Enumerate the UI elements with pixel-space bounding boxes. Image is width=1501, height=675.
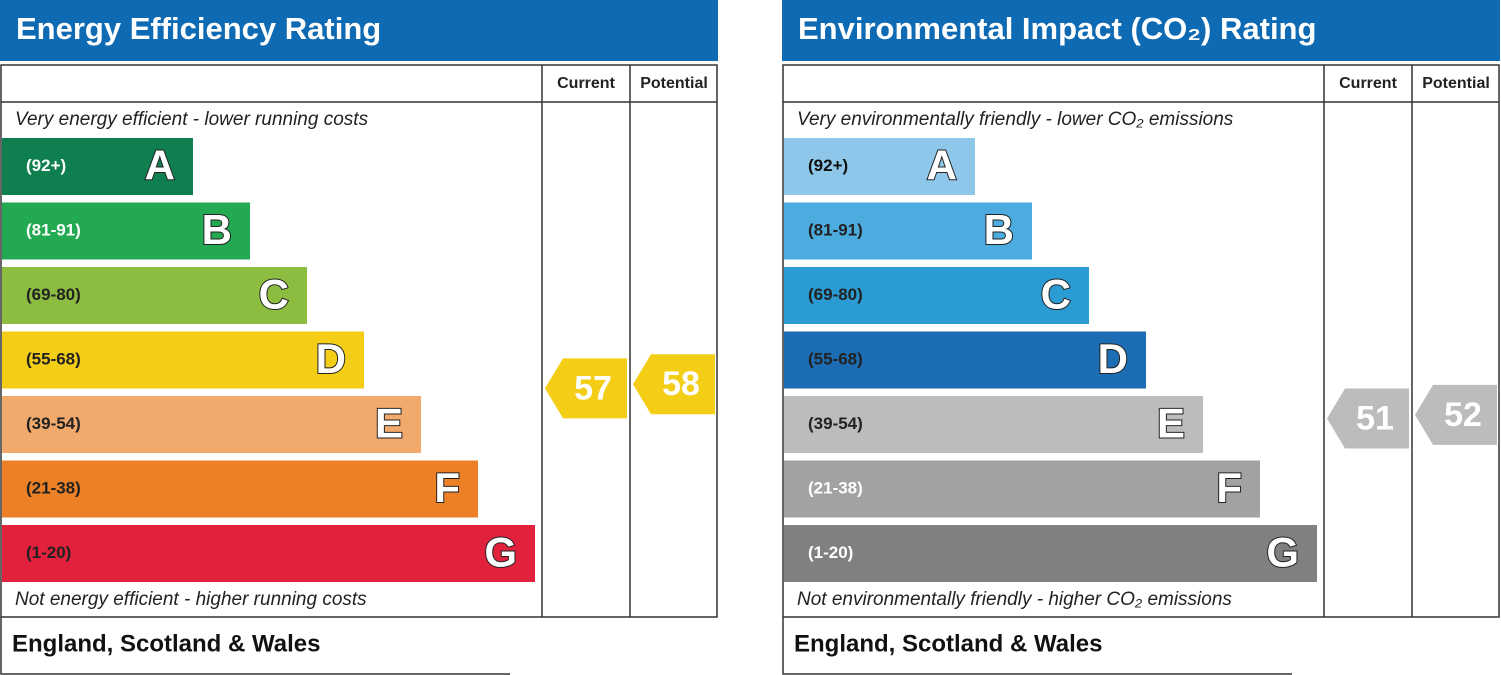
rating-band [784, 525, 1317, 582]
band-range: (21-38) [808, 478, 863, 497]
band-range: (81-91) [26, 220, 81, 239]
band-range: (81-91) [808, 220, 863, 239]
column-header: Current [557, 75, 615, 92]
band-letter: A [927, 142, 957, 189]
rating-band [784, 331, 1146, 389]
bottom-note: Not energy efficient - higher running co… [15, 589, 367, 610]
band-range: (1-20) [808, 543, 853, 562]
band-letter: A [145, 142, 175, 189]
band-letter: F [1216, 464, 1242, 511]
band-letter: C [259, 271, 289, 318]
rating-band [2, 525, 535, 582]
bottom-note: Not environmentally friendly - higher CO… [797, 589, 1232, 610]
band-range: (92+) [26, 156, 66, 175]
rating-band [2, 460, 478, 518]
band-range: (39-54) [808, 414, 863, 433]
rating-value: 58 [662, 365, 700, 403]
panel-title: Environmental Impact (CO₂) Rating [798, 11, 1316, 46]
band-letter: D [316, 335, 346, 382]
band-letter: G [484, 529, 517, 576]
band-range: (39-54) [26, 414, 81, 433]
rating-band [2, 138, 193, 195]
band-range: (92+) [808, 156, 848, 175]
rating-value: 52 [1444, 396, 1482, 434]
rating-arrow [545, 358, 627, 419]
rating-band [2, 396, 421, 453]
band-range: (1-20) [26, 543, 71, 562]
rating-value: 57 [574, 369, 612, 407]
band-range: (55-68) [26, 349, 81, 368]
band-letter: E [375, 400, 403, 447]
column-header: Current [1339, 75, 1397, 92]
band-range: (21-38) [26, 478, 81, 497]
rating-band [784, 202, 1032, 260]
band-range: (55-68) [808, 349, 863, 368]
title-bar [0, 0, 718, 61]
rating-value: 51 [1356, 399, 1394, 437]
rating-band [2, 331, 364, 389]
footer: England, Scotland & Wales [12, 630, 320, 657]
column-header: Potential [1422, 75, 1490, 92]
table-frame [0, 64, 718, 618]
table-frame [782, 64, 1500, 618]
band-letter: B [202, 206, 232, 253]
rating-panel: Energy Efficiency Rating Current Potential… [0, 0, 718, 675]
band-letter: B [984, 206, 1014, 253]
top-note: Very environmentally friendly - lower CO… [797, 109, 1234, 130]
band-letter: C [1041, 271, 1071, 318]
footer: England, Scotland & Wales [794, 630, 1102, 657]
rating-band [2, 202, 250, 260]
rating-band [784, 460, 1260, 518]
top-note: Very energy efficient - lower running co… [15, 109, 369, 130]
rating-band [784, 267, 1089, 324]
band-letter: D [1098, 335, 1128, 382]
band-letter: F [434, 464, 460, 511]
band-range: (69-80) [26, 285, 81, 304]
rating-arrow [1415, 384, 1497, 445]
rating-panel: Environmental Impact (CO₂) Rating Current… [782, 0, 1500, 675]
rating-arrow [633, 354, 715, 415]
footer-frame [0, 617, 510, 675]
rating-band [2, 267, 307, 324]
band-letter: G [1266, 529, 1299, 576]
band-letter: E [1157, 400, 1185, 447]
rating-band [784, 396, 1203, 453]
footer-frame [782, 617, 1292, 675]
rating-arrow [1327, 388, 1409, 449]
column-header: Potential [640, 75, 708, 92]
panel-title: Energy Efficiency Rating [16, 11, 381, 46]
title-bar [782, 0, 1500, 61]
rating-band [784, 138, 975, 195]
band-range: (69-80) [808, 285, 863, 304]
